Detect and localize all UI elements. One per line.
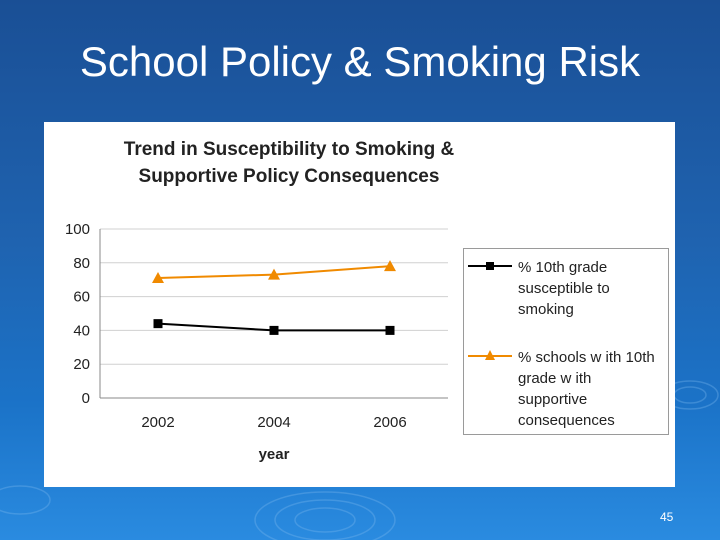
series-2-point-2002 <box>152 272 164 284</box>
chart-title-line-2: Supportive Policy Consequences <box>138 166 440 187</box>
y-tick-label-40: 40 <box>73 322 90 339</box>
chart-title-line-1: Trend in Susceptibility to Smoking & <box>123 139 455 160</box>
series-2-point-2006 <box>384 260 396 272</box>
slide-title: School Policy & Smoking Risk <box>79 38 641 85</box>
y-tick-label-100: 100 <box>65 221 90 238</box>
series-1-point-2002 <box>153 319 163 329</box>
series-2-point-2004 <box>268 268 280 280</box>
y-tick-label-80: 80 <box>73 255 90 272</box>
x-axis-title: year <box>259 446 290 463</box>
y-tick-label-20: 20 <box>73 356 90 373</box>
series-1-point-2006 <box>385 325 395 335</box>
legend-label-supportive: % schools w ith 10th grade w ith support… <box>518 349 655 429</box>
chart-legend: % 10th grade susceptible to smoking % sc… <box>463 248 669 435</box>
chart-title: Trend in Susceptibility to Smoking & Sup… <box>44 136 534 190</box>
series-1-point-2004 <box>269 325 279 335</box>
chart-panel: 0 20 40 60 80 100 2002 2004 2006 year Trend in Su… <box>44 122 675 487</box>
legend-swatch-square-black <box>468 262 512 270</box>
legend-label-susceptible: % 10th grade susceptible to smoking <box>518 259 610 318</box>
x-tick-label-2006: 2006 <box>373 414 406 431</box>
x-tick-label-2004: 2004 <box>257 414 290 431</box>
page-number: 45 <box>660 510 674 524</box>
y-tick-label-0: 0 <box>82 390 90 407</box>
legend-swatch-triangle-orange <box>468 350 512 360</box>
y-tick-label-60: 60 <box>73 289 90 306</box>
x-tick-label-2002: 2002 <box>141 414 174 431</box>
line-chart: 0 20 40 60 80 100 2002 2004 2006 year <box>65 221 448 463</box>
